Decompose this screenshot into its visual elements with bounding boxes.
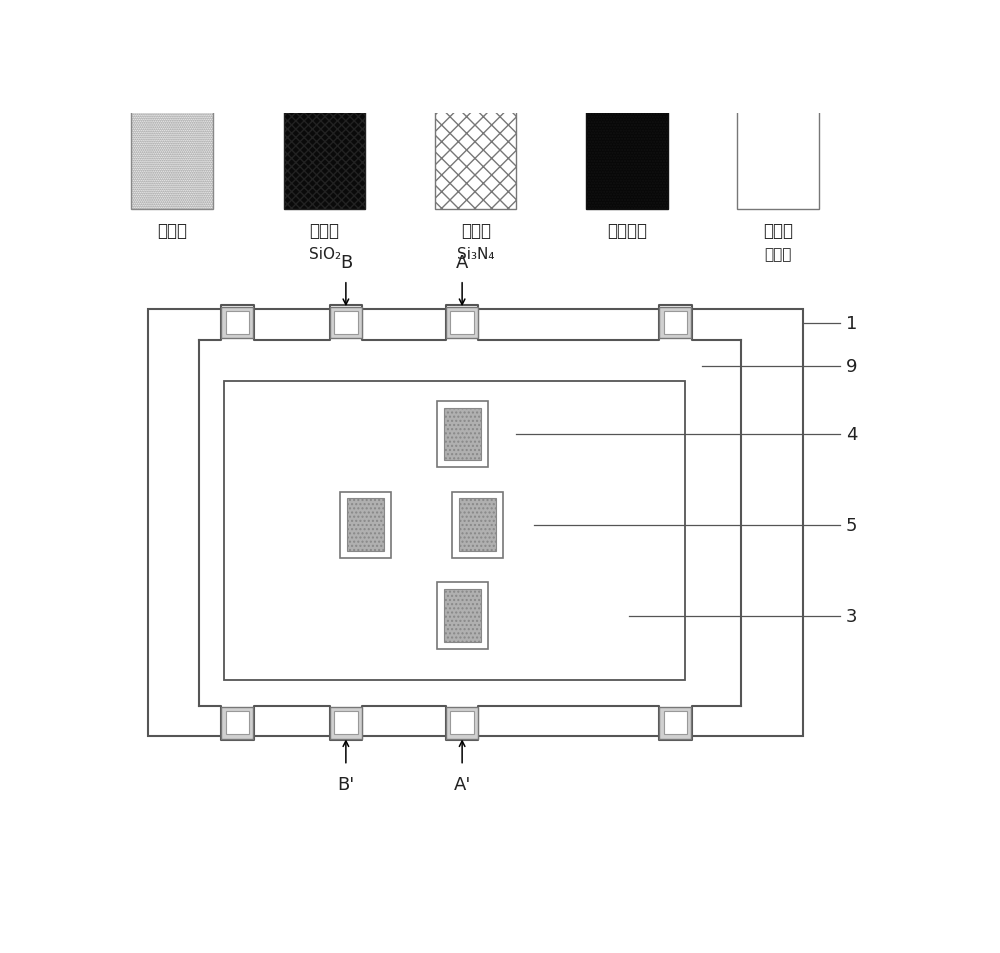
Bar: [226, 712, 249, 735]
Bar: [330, 707, 362, 739]
Bar: [586, 110, 668, 210]
Bar: [664, 712, 687, 735]
Bar: [347, 499, 384, 551]
Text: 犊犊层: 犊犊层: [310, 221, 340, 239]
Text: B: B: [340, 253, 352, 272]
Bar: [664, 312, 687, 335]
Bar: [334, 712, 358, 735]
Text: 3: 3: [846, 607, 857, 625]
Bar: [330, 308, 362, 339]
Bar: [450, 312, 474, 335]
Bar: [452, 492, 503, 558]
Bar: [221, 707, 253, 739]
Text: 9: 9: [846, 357, 857, 375]
Text: 多晶硅: 多晶硅: [764, 247, 792, 262]
Bar: [450, 712, 474, 735]
Bar: [148, 310, 803, 737]
Text: 1: 1: [846, 314, 857, 333]
Bar: [284, 110, 365, 210]
Text: B': B': [337, 775, 354, 793]
Bar: [446, 707, 478, 739]
Bar: [444, 408, 481, 460]
Bar: [435, 110, 516, 210]
Bar: [334, 312, 358, 335]
Text: SiO₂: SiO₂: [308, 247, 341, 262]
Bar: [446, 308, 478, 339]
Text: 金属导线: 金属导线: [607, 221, 647, 239]
Bar: [444, 590, 481, 642]
Text: A': A': [453, 775, 471, 793]
Text: Si₃N₄: Si₃N₄: [457, 247, 494, 262]
Text: 5: 5: [846, 517, 857, 534]
Text: 绣缘层: 绣缘层: [461, 221, 491, 239]
Text: 4: 4: [846, 425, 857, 443]
Bar: [221, 308, 253, 339]
Text: 单晶硅: 单晶硅: [157, 221, 187, 239]
Bar: [224, 382, 685, 680]
Bar: [659, 707, 691, 739]
Bar: [659, 308, 691, 339]
Bar: [340, 492, 391, 558]
Bar: [437, 583, 488, 649]
Bar: [131, 110, 213, 210]
Bar: [437, 401, 488, 467]
Text: 钒化层: 钒化层: [763, 221, 793, 239]
Bar: [737, 110, 819, 210]
Text: A: A: [456, 253, 468, 272]
Bar: [226, 312, 249, 335]
Bar: [459, 499, 496, 551]
